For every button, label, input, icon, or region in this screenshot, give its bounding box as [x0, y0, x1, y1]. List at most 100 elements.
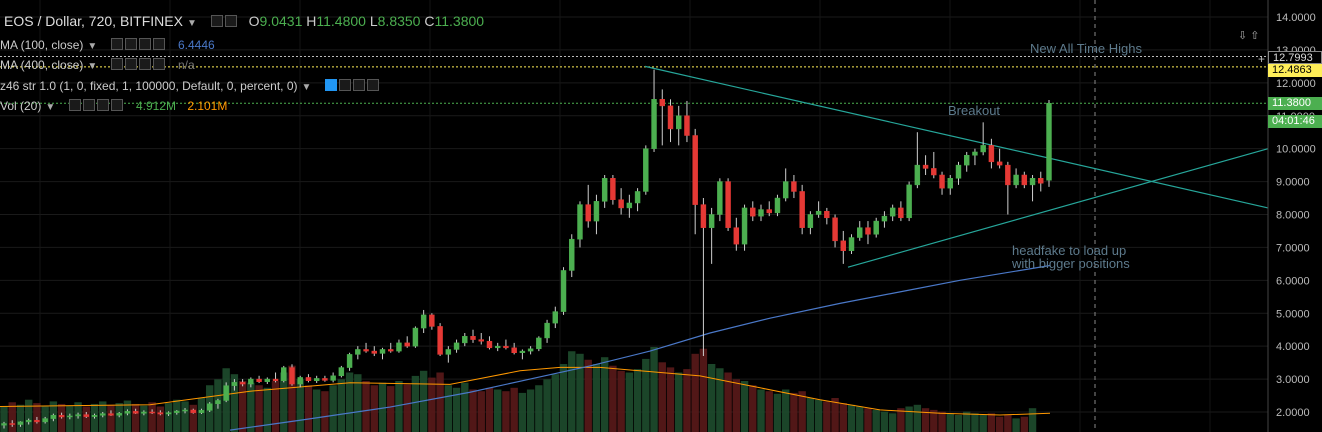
trendline: [644, 65, 1269, 209]
candle-body: [248, 378, 254, 385]
symbol-title[interactable]: EOS / Dollar, 720, BITFINEX: [4, 13, 183, 29]
ma100-line: [229, 264, 1051, 431]
volume-bar: [600, 357, 609, 432]
volume-bar: [551, 374, 560, 432]
volume-bar: [963, 411, 971, 432]
tick-label: 3.0000: [1276, 374, 1310, 386]
volume-bar: [666, 367, 675, 432]
volume-bar: [888, 413, 897, 432]
volume-bar: [749, 385, 757, 432]
candle-body: [91, 415, 98, 417]
volume-bar: [312, 389, 321, 432]
volume-bar: [650, 347, 658, 432]
candle-body: [9, 423, 15, 425]
candle-body: [346, 354, 353, 368]
tick-label: 14.0000: [1276, 12, 1316, 24]
indicator-buttons[interactable]: [110, 58, 167, 73]
candle-body: [17, 421, 24, 425]
volume-bar: [164, 403, 173, 432]
volume-bar: [543, 379, 551, 432]
candle-body: [651, 99, 657, 149]
chevron-down-icon[interactable]: ▼: [186, 18, 197, 29]
indicator-lines: [0, 0, 1269, 432]
candle-body: [980, 145, 986, 153]
chevron-down-icon[interactable]: ▼: [87, 61, 98, 72]
volume-bar: [798, 391, 806, 432]
tick-label: 5.0000: [1276, 308, 1310, 320]
candle-body: [1, 423, 7, 426]
candle-body: [404, 342, 410, 347]
indicator-ma400[interactable]: MA (400, close) ▼ n/a: [0, 58, 195, 73]
candle-body: [700, 204, 707, 228]
volume-bar: [633, 369, 642, 432]
candle-body: [67, 415, 73, 418]
price-tag-current: 11.3800: [1268, 97, 1322, 110]
volume-bar: [411, 375, 420, 432]
chevron-down-icon[interactable]: ▼: [45, 102, 56, 113]
candle-body: [684, 115, 690, 136]
candle-body: [470, 336, 476, 340]
volume-bar: [609, 365, 617, 432]
volume-bar: [856, 406, 864, 432]
volume-bar: [872, 409, 880, 432]
candle-body: [955, 164, 962, 179]
candle-body: [832, 217, 838, 242]
candle-body: [1013, 174, 1019, 186]
volume-bar: [987, 413, 996, 432]
candle-body: [396, 342, 402, 352]
candle-body: [848, 237, 855, 251]
volume-bar: [823, 401, 831, 432]
header-buttons[interactable]: [210, 15, 239, 30]
candle-body: [898, 207, 904, 219]
volume-bar: [526, 389, 535, 432]
volume-bar: [123, 400, 132, 432]
chevron-down-icon[interactable]: ▼: [87, 41, 98, 52]
volume-bar: [658, 362, 666, 432]
candle-body: [322, 378, 328, 381]
indicator-z46[interactable]: z46 str 1.0 (1, 0, fixed, 1, 100000, Def…: [0, 79, 381, 94]
candle-body: [889, 207, 896, 217]
volume-bar: [304, 385, 313, 432]
volume-bar: [1012, 418, 1020, 432]
candle-body: [914, 164, 921, 186]
volume-bar: [131, 403, 140, 432]
candle-body: [634, 191, 641, 204]
volume-bar: [979, 415, 987, 432]
plus-icon[interactable]: +: [1258, 52, 1266, 66]
candle-body: [429, 314, 435, 327]
volume-bar: [82, 406, 90, 432]
candle-body: [412, 327, 419, 347]
volume-bar: [16, 404, 25, 432]
volume-bar: [485, 387, 494, 432]
volume-bar: [230, 374, 239, 432]
tick-label: 8.0000: [1276, 210, 1310, 222]
candle-body: [379, 349, 386, 354]
volume-bar: [271, 381, 280, 432]
indicator-volume[interactable]: Vol (20) ▼ 4.912M 2.101M: [0, 99, 228, 114]
indicator-ma100[interactable]: MA (100, close) ▼ 6.4446: [0, 38, 215, 53]
candle-body: [34, 419, 40, 423]
candle-body: [741, 207, 748, 245]
indicator-buttons[interactable]: [68, 99, 125, 114]
chevron-down-icon[interactable]: ▼: [301, 82, 312, 93]
volume-bar: [296, 379, 304, 432]
tick-label: 9.0000: [1276, 177, 1310, 189]
volume-bar: [625, 372, 634, 432]
volume-bar: [140, 405, 148, 432]
volume-bar: [592, 364, 601, 432]
candle-body: [116, 413, 122, 416]
candle-body: [256, 378, 262, 382]
indicator-buttons[interactable]: [324, 79, 381, 94]
volume-bar: [238, 381, 247, 432]
arrow-buttons[interactable]: ⇩ ⇧: [1238, 30, 1260, 42]
candle-body: [733, 227, 740, 245]
candle-body: [313, 378, 320, 381]
volume-bar: [617, 370, 625, 432]
candle-body: [873, 220, 879, 235]
candle-body: [601, 178, 608, 202]
volume-bar: [642, 358, 650, 432]
volume-bar: [740, 381, 749, 432]
indicator-buttons[interactable]: [110, 38, 167, 53]
candle-body: [174, 410, 180, 413]
